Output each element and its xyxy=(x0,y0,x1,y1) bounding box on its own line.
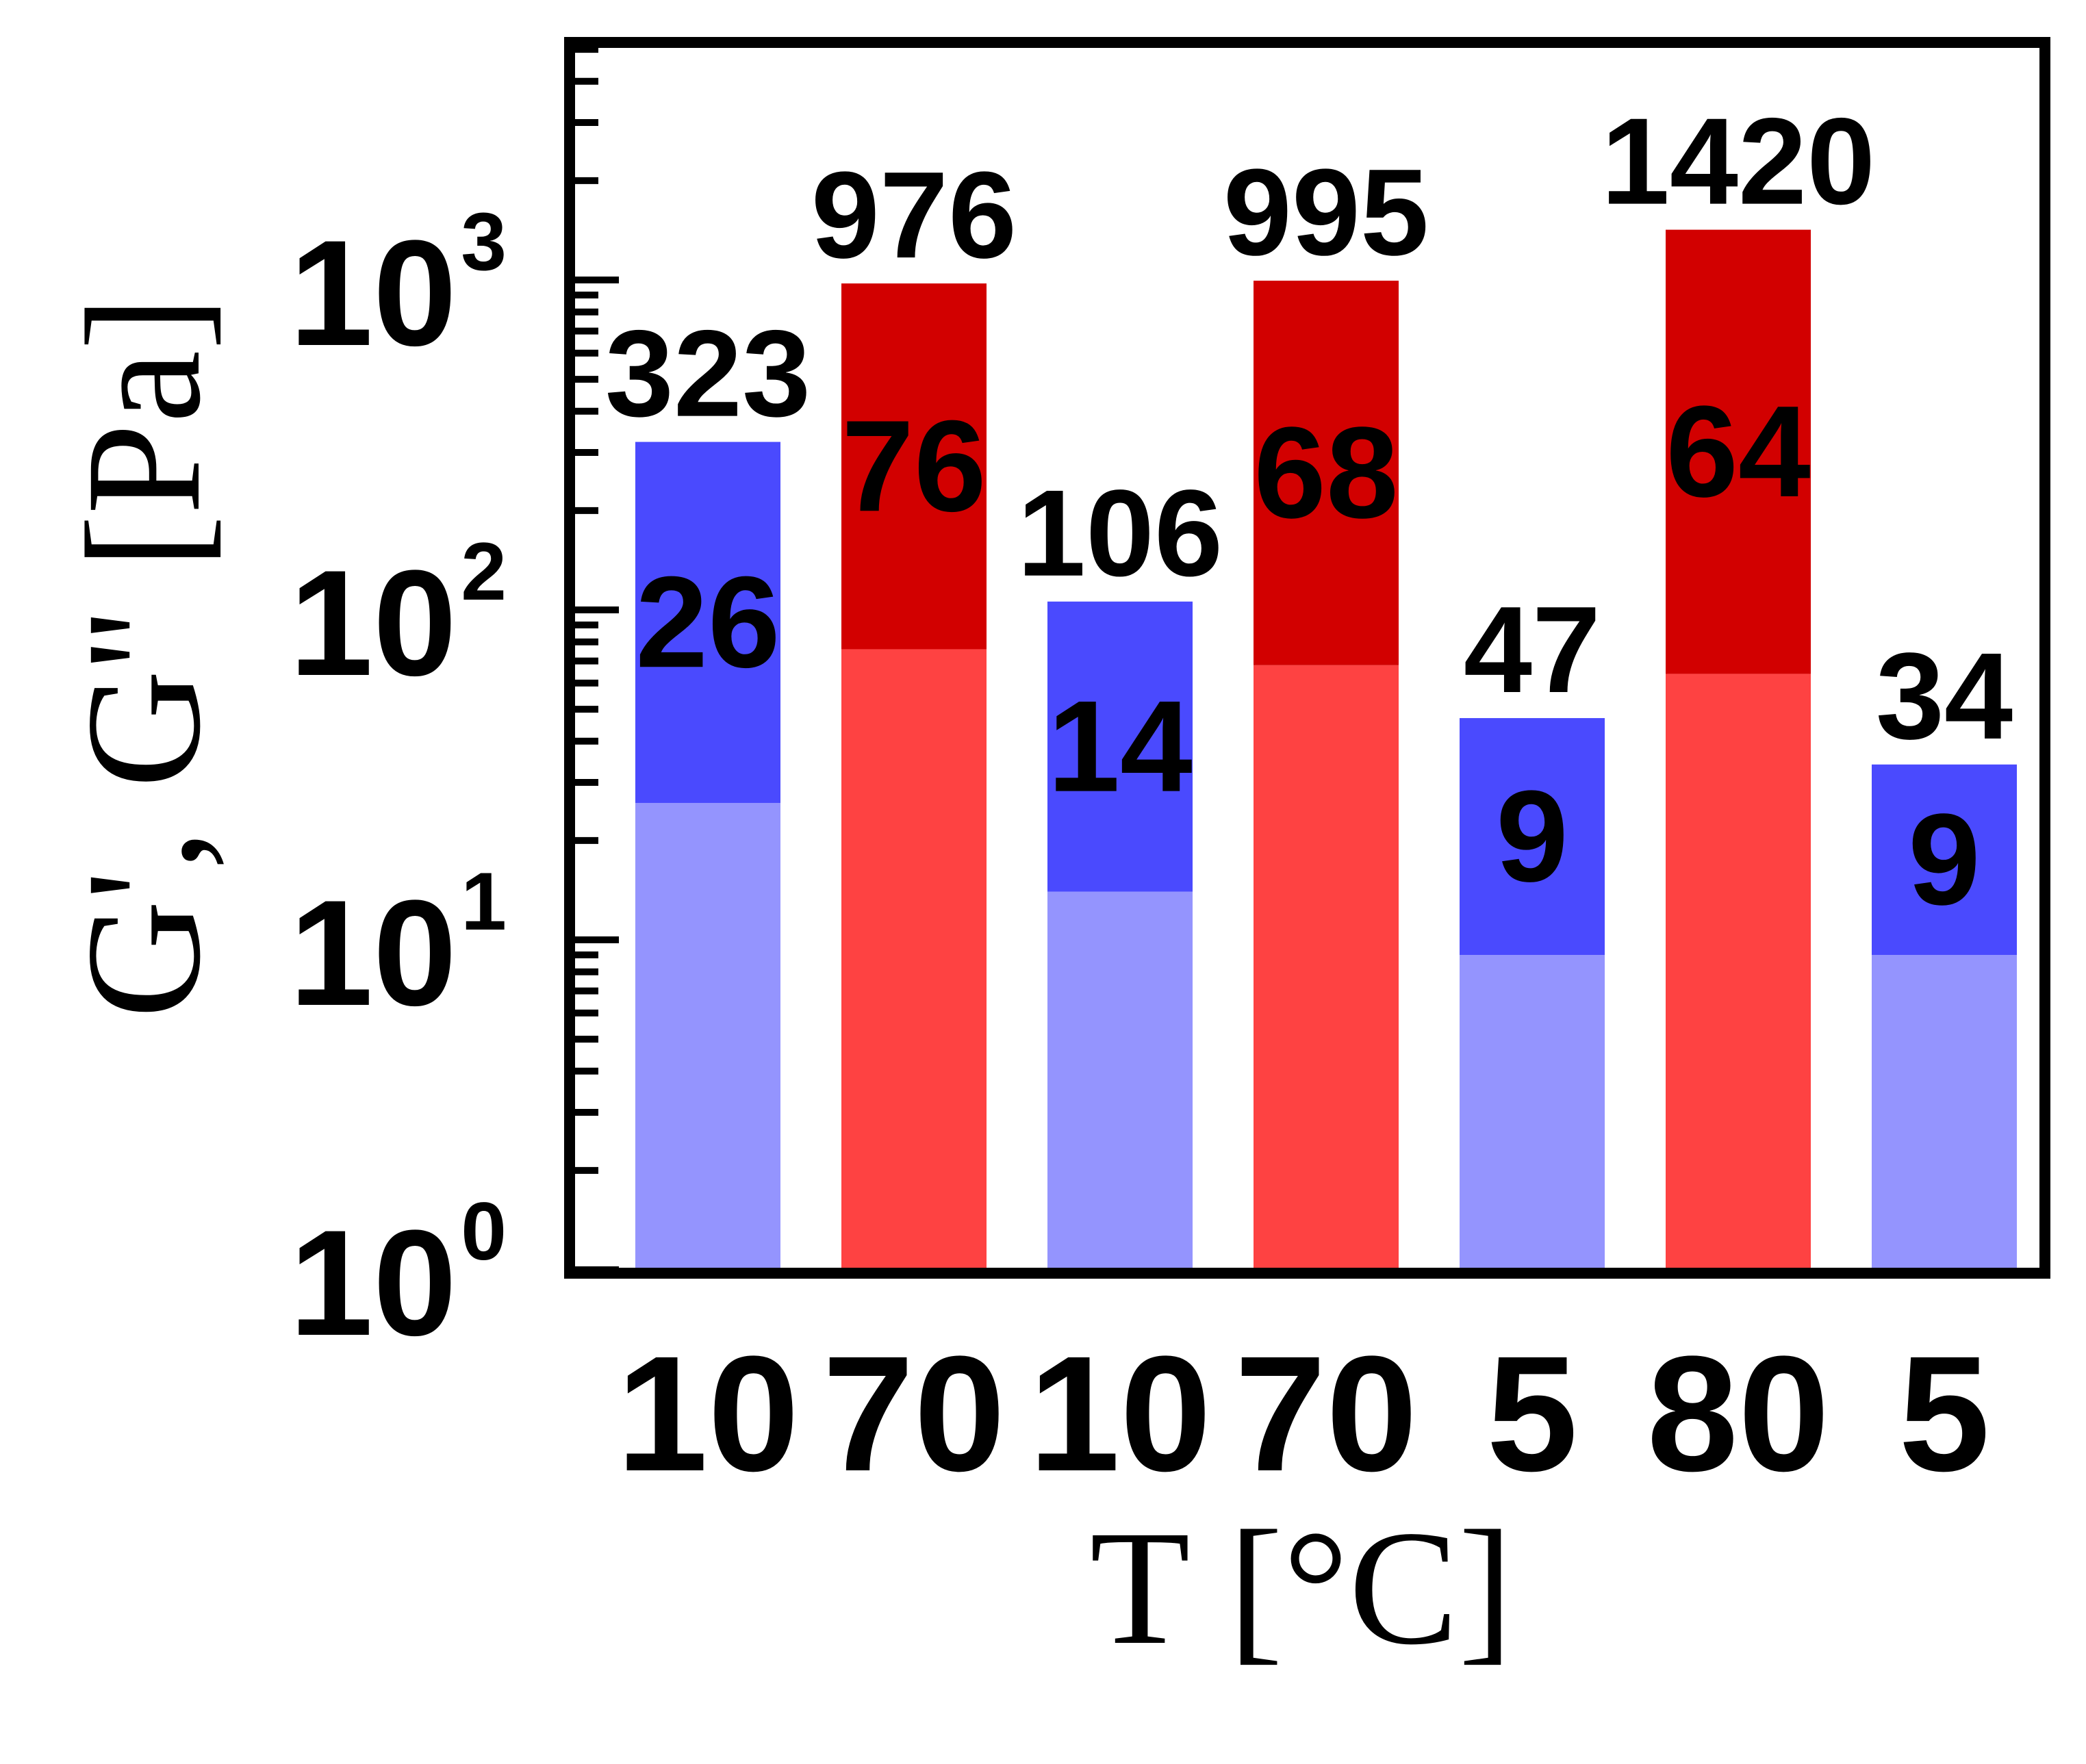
bar-top-label: 976 xyxy=(811,146,1017,284)
bar-lower xyxy=(1047,891,1193,1268)
bar-top-label: 34 xyxy=(1876,628,2013,765)
x-tick-label: 80 xyxy=(1647,1322,1830,1505)
y-tick-base: 10 xyxy=(290,1199,457,1367)
bar-top-label: 995 xyxy=(1223,144,1429,281)
y-tick-label: 100 xyxy=(290,1186,507,1367)
bar-top-label: 106 xyxy=(1017,465,1223,602)
bar-top-label: 323 xyxy=(605,305,811,443)
bar-top-label: 1420 xyxy=(1601,93,1875,231)
y-tick-label: 101 xyxy=(290,856,507,1037)
y-tick-exponent: 3 xyxy=(461,196,507,287)
y-tick-exponent: 2 xyxy=(461,526,507,617)
bar-upper xyxy=(1254,281,1399,665)
plot-frame xyxy=(564,37,2050,1279)
y-tick-exponent: 1 xyxy=(461,856,507,947)
y-tick-base: 10 xyxy=(290,539,457,707)
data-labels-group: 323 26 976 76 106 14 995 68 47 9 1420 64 34 9 xyxy=(605,93,2013,932)
bar-upper xyxy=(635,442,780,803)
x-tick-labels-group: 10 70 10 70 5 80 5 xyxy=(617,1322,1990,1505)
bar-lower xyxy=(841,649,987,1268)
bar-inner-label: 76 xyxy=(841,394,986,539)
bar-lower xyxy=(1254,665,1399,1268)
bar-lower xyxy=(1666,674,1811,1268)
x-tick-label: 10 xyxy=(617,1322,800,1505)
y-tick-label: 102 xyxy=(290,526,507,707)
bar-upper xyxy=(1872,764,2017,956)
bar-upper xyxy=(1047,601,1193,892)
bar-inner-label: 14 xyxy=(1047,674,1192,819)
x-tick-label: 70 xyxy=(1235,1322,1418,1505)
bar-inner-label: 26 xyxy=(635,550,780,695)
y-axis-title: G', G'' [Pa] xyxy=(52,296,234,1019)
y-tick-exponent: 0 xyxy=(461,1186,507,1277)
y-ticks-group xyxy=(570,46,619,1273)
bar-upper xyxy=(1460,718,1605,956)
x-tick-label: 5 xyxy=(1898,1322,1989,1505)
y-tick-base: 10 xyxy=(290,869,457,1037)
bar-inner-label: 64 xyxy=(1666,379,1810,524)
bar-upper xyxy=(1666,229,1811,674)
y-tick-label: 103 xyxy=(290,196,507,377)
y-tick-base: 10 xyxy=(290,209,457,377)
bar-inner-label: 68 xyxy=(1254,400,1398,546)
bar-lower xyxy=(1460,955,1605,1268)
bar-inner-label: 9 xyxy=(1908,787,1981,932)
bar-lower xyxy=(635,802,780,1268)
bar-lower xyxy=(1872,955,2017,1268)
x-axis-title: T [°C] xyxy=(1090,1496,1513,1678)
bar-upper xyxy=(841,283,987,650)
bars-group xyxy=(635,229,2017,1268)
x-tick-label: 5 xyxy=(1486,1322,1577,1505)
x-tick-label: 10 xyxy=(1029,1322,1212,1505)
bar-top-label: 47 xyxy=(1464,581,1601,719)
x-tick-label: 70 xyxy=(823,1322,1006,1505)
bar-inner-label: 9 xyxy=(1496,764,1568,909)
